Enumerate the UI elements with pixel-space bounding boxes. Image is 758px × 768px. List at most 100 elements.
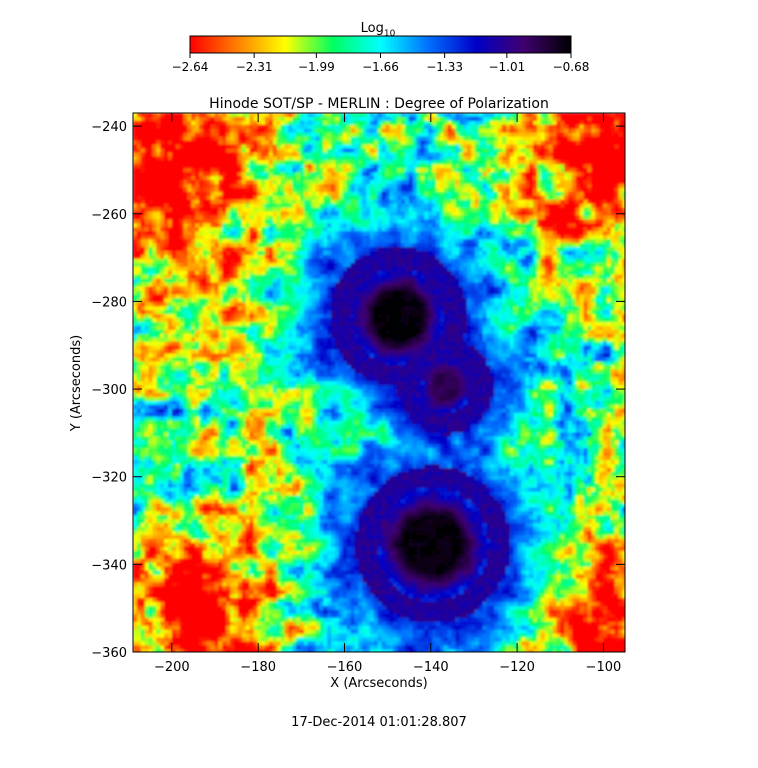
heatmap-cell — [261, 160, 267, 166]
heatmap-cell — [253, 152, 259, 158]
heatmap-cell — [183, 116, 189, 122]
heatmap-cells — [133, 113, 631, 652]
heatmap-cell — [346, 120, 352, 126]
heatmap-cell — [401, 148, 406, 154]
heatmap-cell — [183, 124, 189, 130]
heatmap-cell — [241, 124, 247, 130]
heatmap-cell — [323, 160, 329, 166]
heatmap-cell — [222, 128, 228, 134]
heatmap-cell — [327, 164, 333, 170]
heatmap-cell — [296, 148, 301, 154]
heatmap-cell — [459, 144, 465, 150]
heatmap-cell — [401, 136, 406, 142]
heatmap-cell — [533, 184, 538, 189]
heatmap-cell — [350, 168, 356, 174]
heatmap-cell — [397, 164, 402, 170]
heatmap-cell — [133, 120, 138, 126]
heatmap-cell — [537, 144, 542, 150]
heatmap-cell — [148, 168, 154, 174]
heatmap-cell — [323, 132, 329, 138]
heatmap-cell — [575, 116, 581, 122]
heatmap-cell — [358, 128, 364, 134]
heatmap-cell — [226, 184, 232, 189]
heatmap-cell — [537, 164, 542, 170]
heatmap-cell — [521, 132, 527, 138]
heatmap-cell — [393, 172, 399, 178]
heatmap-cell — [537, 156, 542, 162]
heatmap-cell — [587, 132, 593, 138]
heatmap-cell — [517, 113, 523, 118]
heatmap-cell — [556, 148, 562, 154]
heatmap-cell — [164, 140, 169, 146]
heatmap-cell — [168, 113, 173, 118]
heatmap-cell — [490, 160, 496, 166]
heatmap-cell — [428, 164, 434, 170]
heatmap-cell — [540, 184, 546, 189]
heatmap-cell — [583, 128, 589, 134]
heatmap-cell — [253, 113, 259, 118]
heatmap-cell — [140, 124, 146, 130]
heatmap-cell — [498, 160, 503, 166]
heatmap-cell — [505, 187, 511, 193]
heatmap-cell — [377, 140, 383, 146]
heatmap-cell — [315, 187, 321, 193]
heatmap-cell — [408, 164, 414, 170]
heatmap-cell — [136, 156, 142, 162]
heatmap-cell — [156, 176, 162, 181]
heatmap-cell — [502, 116, 507, 122]
heatmap-cell — [300, 136, 305, 142]
heatmap-cell — [354, 160, 360, 166]
heatmap-cell — [486, 176, 492, 181]
heatmap-cell — [556, 168, 562, 174]
heatmap-cell — [626, 216, 631, 221]
heatmap-cell — [237, 180, 243, 185]
heatmap-cell — [622, 176, 625, 181]
heatmap-cell — [606, 164, 612, 170]
heatmap-cell — [342, 160, 348, 166]
heatmap-cell — [315, 140, 321, 146]
heatmap-cell — [307, 132, 313, 138]
heatmap-cell — [222, 132, 228, 138]
heatmap-cell — [350, 140, 356, 146]
heatmap-cell — [610, 176, 616, 181]
heatmap-cell — [416, 172, 422, 178]
heatmap-cell — [311, 120, 317, 126]
heatmap-cell — [280, 156, 286, 162]
heatmap-cell — [432, 180, 437, 185]
heatmap-cell — [591, 128, 597, 134]
heatmap-cell — [603, 124, 608, 130]
heatmap-cell — [133, 148, 138, 154]
heatmap-cell — [544, 120, 550, 126]
heatmap-cell — [568, 152, 573, 158]
heatmap-cell — [610, 128, 616, 134]
heatmap-cell — [412, 113, 418, 118]
heatmap-cell — [358, 136, 364, 142]
heatmap-cell — [175, 113, 181, 118]
heatmap-cell — [253, 180, 259, 185]
heatmap-cell — [202, 168, 208, 174]
heatmap-cell — [529, 152, 535, 158]
heatmap-cell — [591, 113, 597, 118]
heatmap-cell — [412, 152, 418, 158]
heatmap-cell — [218, 168, 224, 174]
heatmap-cell — [618, 172, 624, 178]
heatmap-cell — [451, 120, 457, 126]
heatmap-cell — [210, 176, 216, 181]
heatmap-cell — [490, 136, 496, 142]
heatmap-cell — [494, 160, 500, 166]
heatmap-cell — [175, 176, 181, 181]
heatmap-cell — [556, 140, 562, 146]
heatmap-cell — [420, 187, 426, 193]
heatmap-cell — [366, 168, 371, 174]
heatmap-cell — [280, 116, 286, 122]
heatmap-cell — [168, 152, 173, 158]
heatmap-cell — [152, 120, 158, 126]
heatmap-cell — [288, 164, 294, 170]
heatmap-cell — [385, 128, 391, 134]
heatmap-cell — [381, 180, 387, 185]
heatmap-cell — [529, 164, 535, 170]
heatmap-cell — [218, 128, 224, 134]
heatmap-cell — [521, 176, 527, 181]
heatmap-cell — [199, 184, 204, 189]
heatmap-cell — [338, 164, 344, 170]
